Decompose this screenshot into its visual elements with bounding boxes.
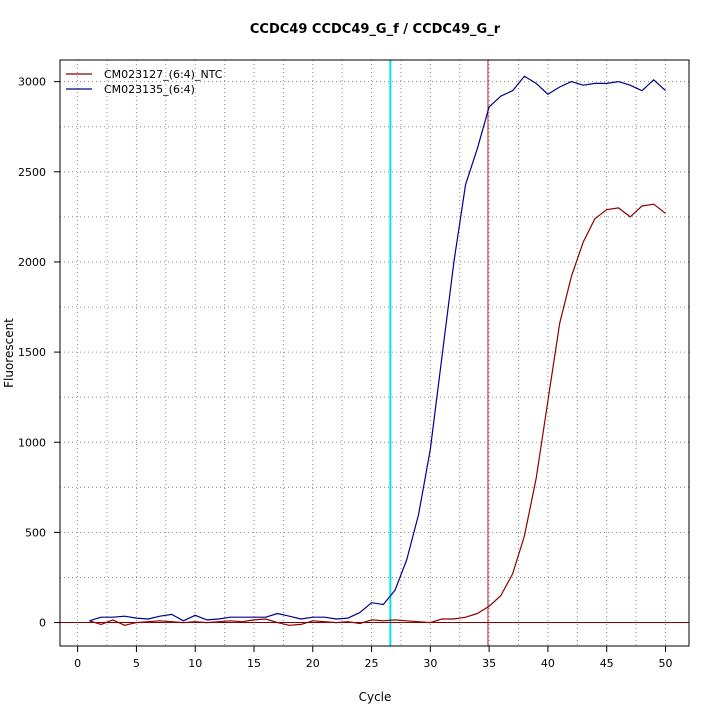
y-tick-label: 0: [39, 617, 46, 630]
x-tick-label: 30: [423, 657, 437, 670]
y-tick-label: 3000: [18, 76, 46, 89]
x-axis: 0 5 10 15 20 25 30 35 40 45 50: [74, 645, 672, 670]
x-tick-label: 35: [482, 657, 496, 670]
x-tick-label: 10: [188, 657, 202, 670]
x-tick-label: 5: [133, 657, 140, 670]
x-tick-label: 40: [541, 657, 555, 670]
y-tick-label: 2000: [18, 256, 46, 269]
x-axis-label: Cycle: [359, 690, 392, 704]
series-line-2: [89, 75, 666, 622]
y-axis-label: Fluorescent: [2, 318, 16, 388]
marker-lines: [60, 60, 689, 646]
legend: CM023127_(6:4)_NTC CM023135_(6:4): [66, 68, 223, 96]
y-tick-label: 1000: [18, 436, 46, 449]
y-tick-label: 2500: [18, 166, 46, 179]
series-layer: [89, 75, 666, 626]
y-tick-label: 1500: [18, 346, 46, 359]
y-tick-label: 500: [25, 526, 46, 539]
x-tick-label: 20: [306, 657, 320, 670]
legend-label-2: CM023135_(6:4): [104, 83, 195, 96]
y-axis: 0 500 1000 1500 2000 2500 3000: [18, 76, 61, 630]
x-tick-label: 25: [365, 657, 379, 670]
chart-title: CCDC49 CCDC49_G_f / CCDC49_G_r: [250, 22, 501, 37]
x-tick-label: 0: [74, 657, 81, 670]
x-tick-label: 45: [600, 657, 614, 670]
x-tick-label: 15: [247, 657, 261, 670]
series-line-1: [89, 203, 666, 626]
legend-label-1: CM023127_(6:4)_NTC: [104, 68, 223, 81]
x-tick-label: 50: [658, 657, 672, 670]
